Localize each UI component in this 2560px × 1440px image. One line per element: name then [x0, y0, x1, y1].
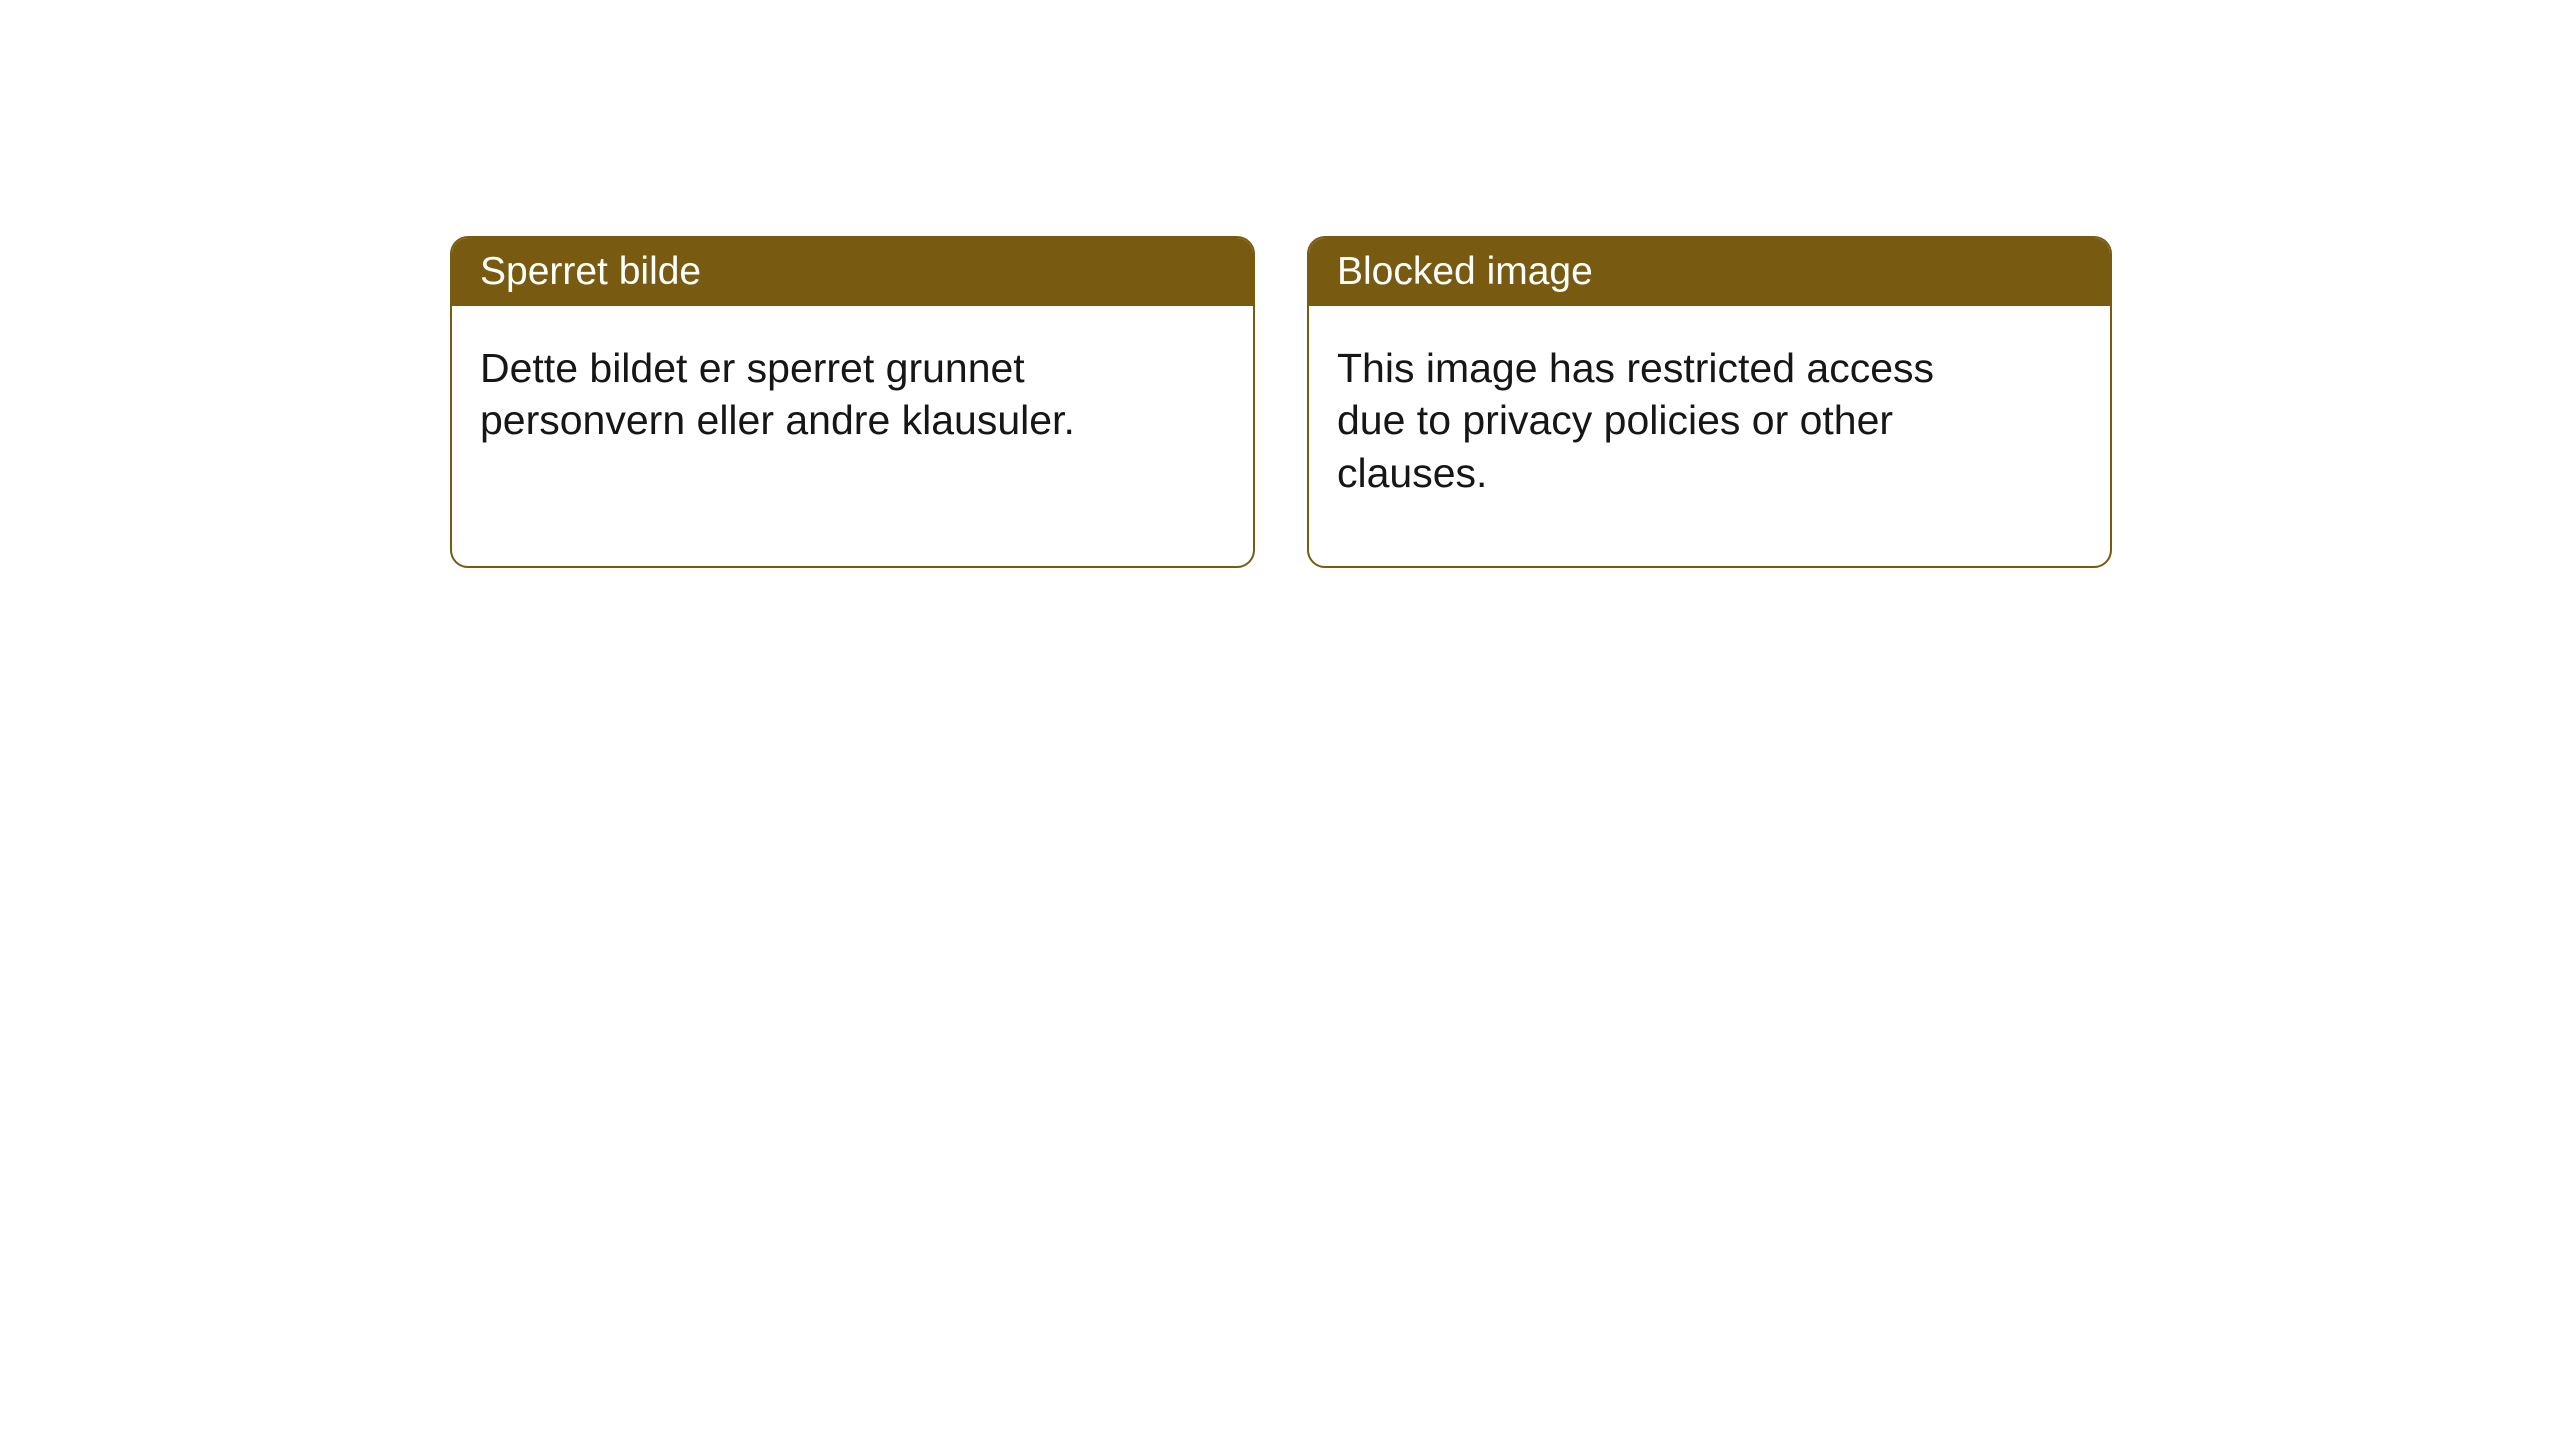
- notice-title: Blocked image: [1309, 238, 2110, 306]
- notice-body: This image has restricted access due to …: [1309, 306, 2029, 535]
- notice-card-norwegian: Sperret bilde Dette bildet er sperret gr…: [450, 236, 1255, 568]
- notice-cards-row: Sperret bilde Dette bildet er sperret gr…: [450, 236, 2560, 568]
- notice-title: Sperret bilde: [452, 238, 1253, 306]
- notice-card-english: Blocked image This image has restricted …: [1307, 236, 2112, 568]
- notice-body: Dette bildet er sperret grunnet personve…: [452, 306, 1172, 483]
